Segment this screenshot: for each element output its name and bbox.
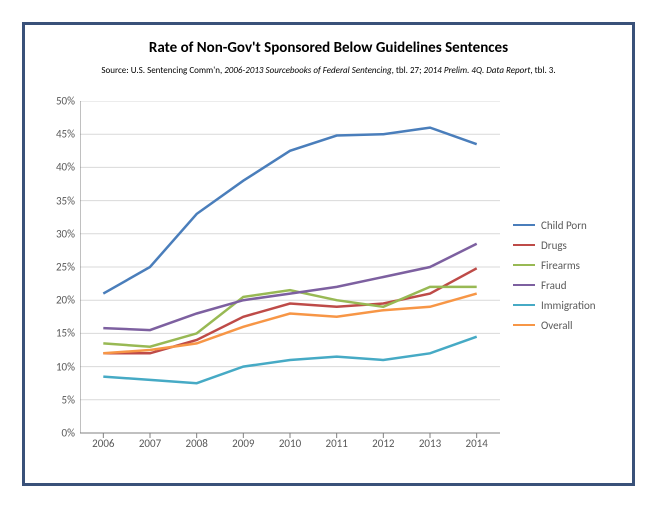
- series-line: [103, 268, 476, 353]
- source-mid: , tbl. 27;: [392, 65, 424, 76]
- y-tick-label: 10%: [35, 360, 75, 373]
- legend-item: Immigration: [513, 295, 596, 315]
- legend-label: Overall: [541, 319, 573, 332]
- x-tick-label: 2012: [372, 437, 394, 450]
- x-tick-label: 2013: [419, 437, 441, 450]
- chart-frame: Rate of Non-Gov't Sponsored Below Guidel…: [0, 0, 657, 508]
- x-axis-ticks: 2006 2007 2008 2009 2010 2011 2012 2013 2014: [80, 437, 500, 453]
- series-lines: [103, 128, 476, 384]
- y-tick-label: 40%: [35, 161, 75, 174]
- legend-swatch: [513, 264, 535, 266]
- x-tick-label: 2008: [186, 437, 208, 450]
- x-tick-label: 2010: [279, 437, 301, 450]
- y-tick-label: 5%: [35, 393, 75, 406]
- source-prefix: Source: U.S. Sentencing Comm'n,: [101, 65, 224, 76]
- y-tick-label: 25%: [35, 261, 75, 274]
- y-axis-ticks: 0%5%10%15%20%25%30%35%40%45%50%: [35, 101, 75, 433]
- chart-svg: [80, 101, 500, 439]
- x-tick-label: 2014: [466, 437, 488, 450]
- legend: Child Porn Drugs Firearms Fraud Immigration O…: [513, 215, 596, 335]
- legend-label: Drugs: [541, 239, 567, 252]
- legend-swatch: [513, 324, 535, 326]
- y-tick-label: 20%: [35, 294, 75, 307]
- chart-border: Rate of Non-Gov't Sponsored Below Guidel…: [22, 22, 635, 486]
- legend-swatch: [513, 304, 535, 306]
- x-tick-label: 2007: [139, 437, 161, 450]
- chart-source: Source: U.S. Sentencing Comm'n, 2006-201…: [25, 65, 632, 76]
- legend-label: Fraud: [541, 279, 567, 292]
- plot-area: [80, 101, 500, 433]
- legend-swatch: [513, 224, 535, 226]
- source-italic-2: 2014 Prelim. 4Q. Data Report: [424, 65, 531, 76]
- x-tick-label: 2011: [326, 437, 348, 450]
- x-tick-label: 2006: [92, 437, 114, 450]
- y-tick-label: 0%: [35, 427, 75, 440]
- legend-item: Drugs: [513, 235, 596, 255]
- legend-item: Firearms: [513, 255, 596, 275]
- legend-item: Child Porn: [513, 215, 596, 235]
- chart-title: Rate of Non-Gov't Sponsored Below Guidel…: [25, 39, 632, 57]
- legend-item: Overall: [513, 315, 596, 335]
- y-tick-label: 50%: [35, 95, 75, 108]
- source-suffix: , tbl. 3.: [530, 65, 555, 76]
- y-tick-label: 45%: [35, 128, 75, 141]
- y-tick-label: 30%: [35, 227, 75, 240]
- x-tick-label: 2009: [232, 437, 254, 450]
- legend-label: Immigration: [541, 299, 596, 312]
- legend-label: Child Porn: [541, 219, 587, 232]
- legend-swatch: [513, 244, 535, 246]
- legend-item: Fraud: [513, 275, 596, 295]
- legend-swatch: [513, 284, 535, 286]
- y-tick-label: 15%: [35, 327, 75, 340]
- y-tick-label: 35%: [35, 194, 75, 207]
- legend-label: Firearms: [541, 259, 580, 272]
- source-italic-1: 2006-2013 Sourcebooks of Federal Sentenc…: [224, 65, 391, 76]
